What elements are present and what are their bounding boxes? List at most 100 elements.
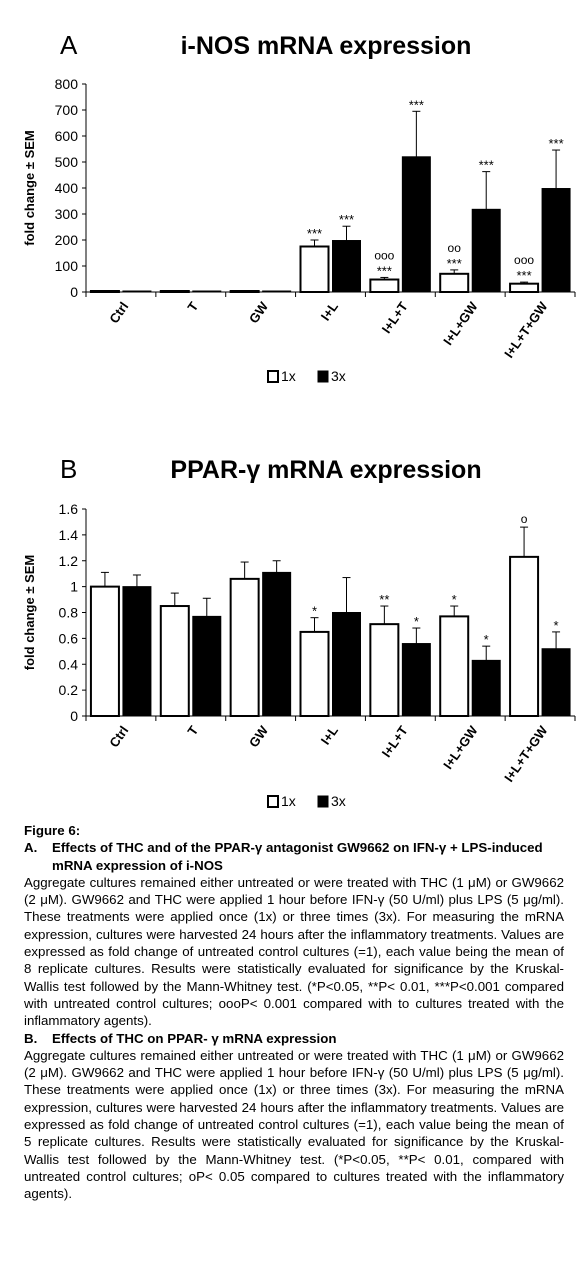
y-axis-label: fold change ± SEM <box>22 555 37 670</box>
significance-stars: * <box>452 592 457 607</box>
bar <box>159 290 190 293</box>
bar <box>332 240 361 293</box>
chart-title: i-NOS mRNA expression <box>181 32 472 60</box>
caption-b-letter: B. <box>24 1030 38 1046</box>
bar <box>299 245 330 293</box>
significance-stars: ** <box>379 592 389 607</box>
figure-caption: Figure 6: A. Effects of THC and of the P… <box>24 822 564 1203</box>
bar <box>229 577 260 717</box>
bar <box>229 290 260 293</box>
caption-a-letter: A. <box>24 840 38 856</box>
bar <box>262 571 292 717</box>
y-tick-label: 1.2 <box>59 553 79 569</box>
legend-label: 1x <box>281 368 296 384</box>
legend-label: 3x <box>331 793 346 809</box>
y-tick-label: 400 <box>55 180 79 196</box>
bar <box>509 555 540 718</box>
y-tick-label: 0 <box>70 708 78 724</box>
legend-swatch <box>267 795 279 808</box>
y-tick-label: 1.4 <box>59 527 79 543</box>
x-tick-label: I+L+GW <box>440 723 481 772</box>
y-tick-label: 0.4 <box>59 656 79 672</box>
bar <box>299 630 330 717</box>
x-tick-label: T <box>184 723 201 738</box>
x-tick-label: I+L+T <box>379 299 411 336</box>
bar <box>89 290 120 293</box>
bar <box>122 290 152 293</box>
x-tick-label: I+L+T+GW <box>501 723 551 785</box>
bar <box>439 272 470 293</box>
caption-a-title-text: Effects of THC and of the PPAR-γ antagon… <box>52 840 543 873</box>
bar <box>509 282 540 293</box>
significance-stars: *** <box>409 97 424 112</box>
x-tick-label: GW <box>246 723 272 751</box>
bar <box>89 585 120 717</box>
significance-stars: *** <box>516 268 531 283</box>
bar <box>192 615 222 717</box>
caption-a-title: A. Effects of THC and of the PPAR-γ anta… <box>24 839 564 874</box>
x-tick-label: I+L <box>318 723 341 747</box>
x-tick-label: GW <box>246 299 272 327</box>
y-tick-label: 0.2 <box>59 682 79 698</box>
x-tick-label: I+L+T <box>379 723 411 760</box>
bar <box>262 290 292 293</box>
chart-b-svg: B PPAR-γ mRNA expression fold change ± SEM… <box>22 454 576 809</box>
significance-stars: *** <box>548 136 563 151</box>
y-tick-label: 100 <box>55 258 79 274</box>
y-tick-label: 1 <box>70 579 78 595</box>
significance-stars: * <box>312 604 317 619</box>
legend-label: 3x <box>331 368 346 384</box>
y-axis-label: fold change ± SEM <box>22 130 37 245</box>
bar <box>471 659 501 717</box>
y-tick-label: 700 <box>55 102 79 118</box>
significance-stars: *** <box>307 226 322 241</box>
y-tick-label: 0.6 <box>59 630 79 646</box>
caption-a-body: Aggregate cultures remained either untre… <box>24 874 564 1029</box>
y-tick-label: 0.8 <box>59 605 79 621</box>
x-tick-label: I+L+T+GW <box>501 299 551 361</box>
y-tick-label: 800 <box>55 76 79 92</box>
x-tick-label: I+L+GW <box>440 299 481 348</box>
bar <box>439 615 470 718</box>
bar <box>401 156 431 293</box>
significance-stars: * <box>484 632 489 647</box>
chart-title: PPAR-γ mRNA expression <box>170 456 481 484</box>
y-tick-label: 500 <box>55 154 79 170</box>
legend-swatch <box>267 370 279 383</box>
bar <box>369 623 400 717</box>
significance-stars: *** <box>479 158 494 173</box>
bar <box>471 208 501 293</box>
figure-label: Figure 6: <box>24 823 81 838</box>
significance-stars: *** <box>447 256 462 271</box>
x-tick-label: Ctrl <box>106 299 131 326</box>
significance-circles: ooo <box>374 248 394 262</box>
y-tick-label: 0 <box>70 284 78 300</box>
significance-circles: ooo <box>514 253 534 267</box>
y-tick-label: 200 <box>55 232 79 248</box>
significance-stars: *** <box>339 212 354 227</box>
y-tick-label: 1.6 <box>59 501 79 517</box>
caption-b-body: Aggregate cultures remained either untre… <box>24 1047 564 1202</box>
y-tick-label: 600 <box>55 128 79 144</box>
bar <box>541 188 571 293</box>
caption-b-title-text: Effects of THC on PPAR- γ mRNA expressio… <box>52 1030 337 1046</box>
significance-circles: o <box>521 512 528 526</box>
bar <box>192 290 222 293</box>
x-tick-label: T <box>184 299 201 314</box>
significance-stars: * <box>414 614 419 629</box>
legend-label: 1x <box>281 793 296 809</box>
legend-swatch <box>317 795 329 808</box>
panel-letter: A <box>60 30 78 60</box>
bar <box>541 648 571 717</box>
bar <box>122 586 152 717</box>
panel-letter: B <box>60 454 77 484</box>
x-tick-label: I+L <box>318 299 341 323</box>
bar <box>369 278 400 293</box>
significance-stars: *** <box>377 263 392 278</box>
significance-stars: * <box>554 618 559 633</box>
legend-swatch <box>317 370 329 383</box>
caption-b-title: B. Effects of THC on PPAR- γ mRNA expres… <box>24 1030 564 1047</box>
bar <box>332 612 361 717</box>
